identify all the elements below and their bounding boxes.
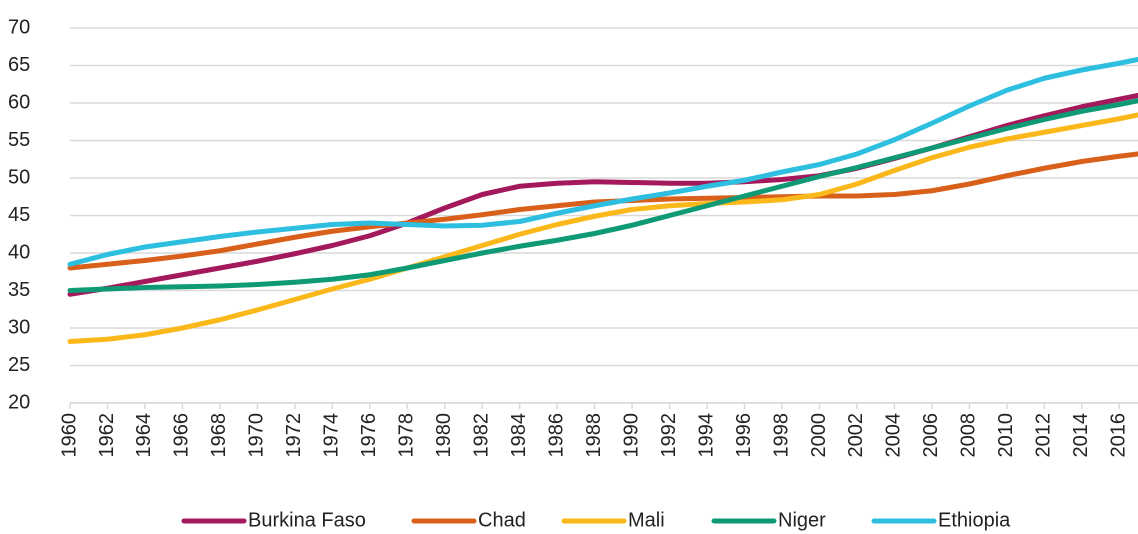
- x-tick-label: 2008: [958, 413, 980, 458]
- x-tick-label: 1998: [770, 413, 792, 458]
- y-tick-label: 30: [8, 316, 30, 338]
- x-tick-label: 2010: [995, 413, 1017, 458]
- y-tick-label: 60: [8, 91, 30, 113]
- legend-label: Burkina Faso: [248, 509, 366, 531]
- y-tick-label: 45: [8, 204, 30, 226]
- x-tick-label: 2012: [1033, 413, 1055, 458]
- y-tick-label: 50: [8, 166, 30, 188]
- x-tick-label: 1976: [358, 413, 380, 458]
- y-tick-label: 70: [8, 16, 30, 38]
- x-tick-label: 1980: [433, 413, 455, 458]
- legend-label: Ethiopia: [938, 509, 1011, 531]
- x-tick-label: 1992: [658, 413, 680, 458]
- x-tick-label: 1978: [396, 413, 418, 458]
- x-tick-label: 2002: [845, 413, 867, 458]
- x-tick-label: 1996: [733, 413, 755, 458]
- x-tick-label: 1984: [508, 413, 530, 458]
- series-line: [67, 151, 1138, 271]
- legend-label: Chad: [478, 509, 526, 531]
- y-tick-label: 40: [8, 241, 30, 263]
- x-tick-label: 2014: [1070, 413, 1092, 458]
- y-tick-label: 20: [8, 391, 30, 413]
- x-tick-label: 1970: [246, 413, 268, 458]
- x-tick-label: 1972: [283, 413, 305, 458]
- series-line: [67, 112, 1138, 344]
- y-tick-label: 65: [8, 54, 30, 76]
- x-tick-label: 1990: [620, 413, 642, 458]
- x-tick-label: 1966: [171, 413, 193, 458]
- x-tick-label: 1986: [545, 413, 567, 458]
- series-line: [67, 93, 1138, 297]
- y-tick-label: 55: [8, 129, 30, 151]
- legend-label: Niger: [778, 509, 826, 531]
- y-tick-label: 35: [8, 279, 30, 301]
- series-line: [67, 98, 1138, 293]
- x-tick-label: 1982: [470, 413, 492, 458]
- x-tick-label: 2016: [1108, 413, 1130, 458]
- x-tick-label: 1994: [695, 413, 717, 458]
- x-tick-label: 2004: [883, 413, 905, 458]
- x-tick-label: 1962: [96, 413, 118, 458]
- x-tick-label: 1968: [208, 413, 230, 458]
- legend-label: Mali: [628, 509, 665, 531]
- y-tick-label: 25: [8, 354, 30, 376]
- series-line: [67, 57, 1138, 267]
- x-tick-label: 2006: [920, 413, 942, 458]
- x-tick-label: 1960: [58, 413, 80, 458]
- x-tick-label: 2000: [808, 413, 830, 458]
- x-tick-label: 1964: [133, 413, 155, 458]
- x-tick-label: 1974: [321, 413, 343, 458]
- x-tick-label: 1988: [583, 413, 605, 458]
